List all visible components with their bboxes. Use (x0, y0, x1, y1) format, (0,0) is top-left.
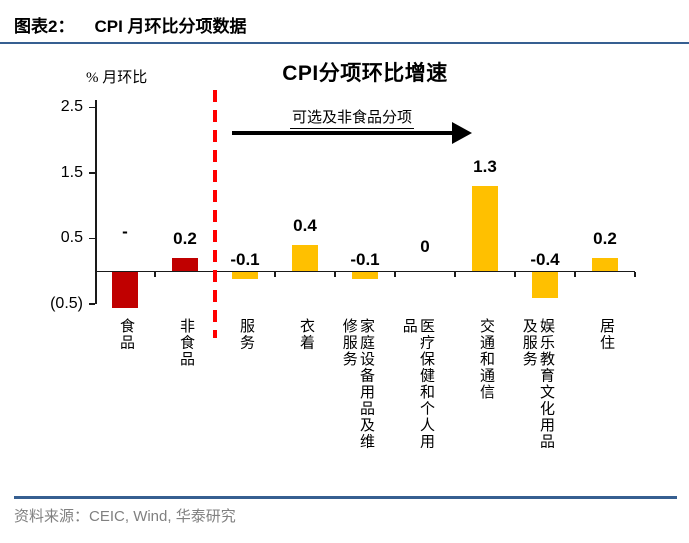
bar-value-label: 0.2 (173, 228, 197, 248)
category-label: 衣着 (298, 318, 314, 351)
category-label: 交通和通信 (478, 318, 494, 401)
bar (352, 272, 378, 279)
separator-dashed-line (213, 90, 217, 338)
category-label: 服务 (238, 318, 254, 351)
x-axis-tick (154, 272, 156, 277)
y-axis-tick-label: 1.5 (60, 163, 83, 181)
y-axis-tick-label: 2.5 (60, 98, 83, 116)
figure-label: 图表2： (14, 17, 75, 36)
bar-value-label: 1.3 (473, 156, 497, 176)
bar (112, 272, 138, 309)
x-axis-tick (454, 272, 456, 277)
source-note: 资料来源：CEIC, Wind, 华泰研究 (14, 505, 236, 526)
bar-value-label: - (122, 222, 128, 241)
bar (472, 185, 498, 271)
x-axis-line (95, 270, 635, 272)
category-label: 非食品 (178, 318, 194, 368)
bar-value-label: 0.4 (293, 215, 317, 235)
bar (232, 272, 258, 279)
annotation-text: 可选及非食品分项 (289, 110, 414, 129)
x-axis-tick (574, 272, 576, 277)
bar (532, 272, 558, 299)
y-axis-tick (89, 303, 95, 305)
y-axis-unit-label: % 月环比 (86, 70, 148, 86)
source-label: 资料来源： (14, 509, 90, 525)
arrow-line (232, 131, 454, 135)
header-rule (0, 42, 689, 44)
chart-title: CPI分项环比增速 (282, 62, 448, 85)
y-axis-tick (89, 172, 95, 174)
y-axis-line (95, 100, 97, 304)
x-axis-tick (274, 272, 276, 277)
bar-value-label: -0.1 (350, 250, 380, 269)
footer-rule (14, 496, 677, 499)
category-label: 家庭设备用品及维修服务 (340, 318, 374, 450)
bar-value-label: 0.2 (593, 228, 617, 248)
figure-header: 图表2： CPI 月环比分项数据 (14, 12, 247, 37)
bar-value-label: 0 (420, 237, 430, 256)
figure-title: CPI 月环比分项数据 (94, 17, 247, 36)
category-label: 医疗保健和个人用品 (400, 318, 434, 450)
bar (292, 244, 318, 271)
bar-value-label: -0.4 (530, 250, 560, 269)
x-axis-tick (514, 272, 516, 277)
bar (592, 257, 618, 271)
y-axis-tick (89, 237, 95, 239)
annotation: 可选及非食品分项 (232, 106, 472, 129)
category-label: 娱乐教育文化用品及服务 (520, 318, 554, 450)
y-axis-tick (89, 106, 95, 108)
y-axis-tick-label: 0.5 (60, 229, 83, 247)
source-text: CEIC, Wind, 华泰研究 (89, 508, 236, 525)
bar (172, 257, 198, 271)
x-axis-tick (394, 272, 396, 277)
x-axis-tick (334, 272, 336, 277)
arrow-right-icon (452, 122, 472, 144)
category-label: 居住 (598, 318, 614, 351)
y-axis-tick-label: (0.5) (50, 294, 83, 312)
x-axis-tick (634, 272, 636, 277)
bar-value-label: -0.1 (230, 250, 260, 269)
category-label: 食品 (118, 318, 134, 351)
